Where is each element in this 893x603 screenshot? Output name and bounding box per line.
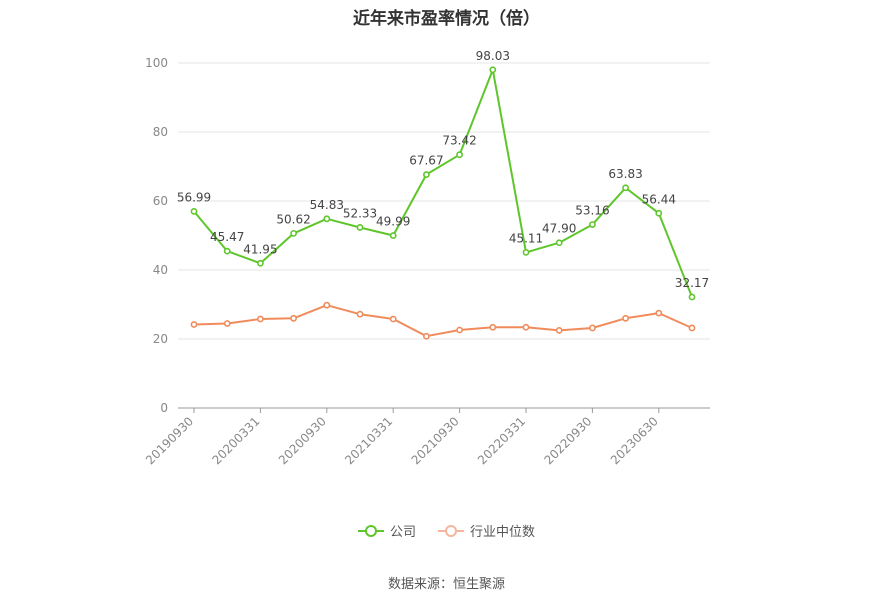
y-tick-label: 20 [153,332,168,346]
industry-median-data-point [655,309,663,317]
company-data-point [589,221,596,228]
legend-item-industry-median[interactable]: 行业中位数 [438,521,535,540]
company-data-label: 98.03 [476,49,510,63]
industry-median-data-point [522,323,530,331]
company-data-label: 50.62 [276,212,310,226]
x-tick-label: 20200331 [209,414,262,467]
legend-item-company[interactable]: 公司 [357,521,416,540]
chart-title: 近年来市盈率情况（倍） [353,9,540,29]
y-tick-label: 0 [160,401,168,415]
company-data-label: 53.16 [575,204,609,218]
industry-median-data-point [688,324,696,332]
company-data-point [356,224,364,231]
company-data-label: 52.33 [343,206,377,220]
company-series-line [193,68,693,298]
x-tick-label: 20220930 [541,414,594,467]
industry-median-data-point [489,323,497,331]
company-data-label: 73.42 [442,134,476,148]
company-data-label: 63.83 [608,167,642,181]
company-data-point [290,229,297,237]
y-tick-label: 80 [153,125,168,139]
industry-median-data-point [356,310,364,318]
industry-median-data-point [422,332,430,340]
industry-median-data-point [190,321,198,328]
x-tick-label: 20200930 [276,414,329,467]
company-data-point [389,232,397,239]
company-data-label: 56.44 [642,192,676,206]
y-tick-label: 100 [145,56,168,70]
x-tick-label: 20220331 [475,414,528,467]
company-data-point [688,293,696,301]
company-data-point [223,247,231,255]
company-data-point [622,184,629,192]
company-data-label: 67.67 [409,154,443,168]
industry-median-data-point [223,320,231,327]
industry-median-data-point [290,314,297,322]
legend: 公司 行业中位数 [0,521,893,540]
company-data-label: 49.99 [376,215,410,229]
industry-median-data-point [456,326,463,334]
company-data-point [323,215,331,223]
industry-median-data-point [389,315,397,323]
company-data-point [489,66,497,74]
legend-industry-swatch-icon [438,524,464,538]
industry-median-series-line [193,304,693,338]
data-source: 数据来源：恒生聚源 [387,577,505,592]
company-data-point [555,239,563,247]
company-data-point [655,209,663,217]
x-tick-label: 20190930 [143,414,196,467]
industry-median-data-point [256,315,264,323]
company-data-label: 54.83 [310,198,344,212]
legend-company-swatch-icon [357,524,384,538]
company-data-label: 56.99 [177,190,211,204]
industry-median-data-point [589,324,596,332]
y-tick-label: 40 [153,263,168,277]
industry-median-data-point [323,301,331,309]
company-data-point [456,151,463,159]
company-data-label: 32.17 [675,276,709,290]
industry-median-data-point [555,326,563,334]
x-tick-label: 20210331 [342,414,395,467]
company-data-point [422,171,430,178]
x-tick-label: 20210930 [409,414,462,467]
company-data-point [190,207,198,215]
industry-median-data-point [622,314,629,322]
legend-industry-label: 行业中位数 [470,525,536,540]
legend-company-label: 公司 [389,525,416,540]
company-data-label: 45.11 [509,231,543,245]
company-data-label: 47.90 [542,222,576,236]
company-data-point [522,248,530,256]
y-tick-label: 60 [153,194,168,208]
company-data-label: 41.95 [243,242,277,256]
x-tick-label: 20230630 [608,414,661,467]
company-data-point [256,259,264,267]
company-data-label: 45.47 [210,230,244,244]
